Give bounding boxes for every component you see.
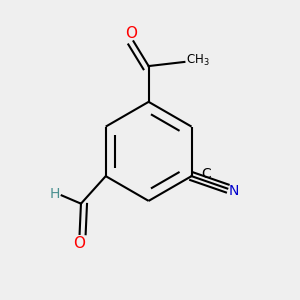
Text: O: O <box>125 26 137 41</box>
Text: CH$_3$: CH$_3$ <box>186 53 209 68</box>
Text: O: O <box>74 236 86 250</box>
Text: N: N <box>229 184 239 198</box>
Text: C: C <box>202 167 212 182</box>
Text: H: H <box>50 187 60 201</box>
